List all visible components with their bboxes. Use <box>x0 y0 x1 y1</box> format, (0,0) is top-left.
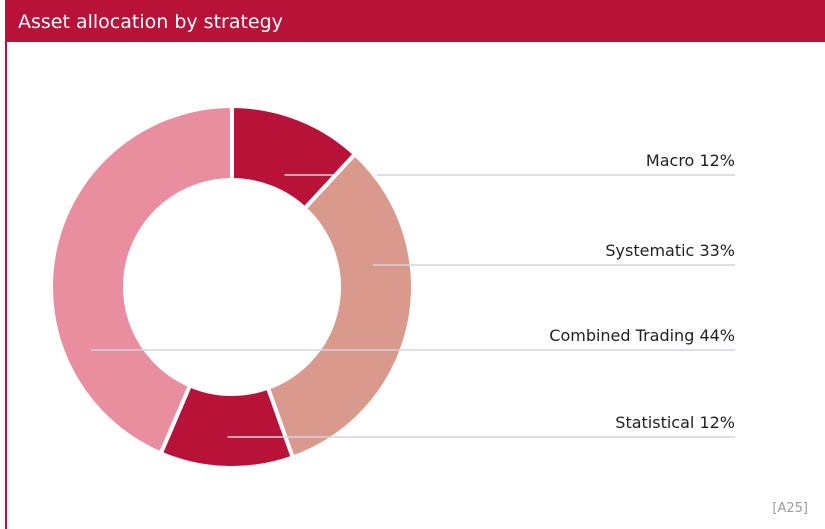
segment-name: Macro <box>646 151 694 170</box>
segment-label: Combined Trading 44% <box>549 326 735 345</box>
donut-segment <box>265 151 415 461</box>
segment-value: 33% <box>699 241 735 260</box>
segment-name: Systematic <box>605 241 694 260</box>
chart-title: Asset allocation by strategy <box>18 11 283 33</box>
segment-label: Systematic 33% <box>605 241 735 260</box>
segment-label: Macro 12% <box>646 151 735 170</box>
segment-value: 12% <box>699 413 735 432</box>
segment-label: Statistical 12% <box>615 413 735 432</box>
donut-segment <box>49 103 234 457</box>
segment-value: 12% <box>699 151 735 170</box>
segment-name: Combined Trading <box>549 326 694 345</box>
segment-name: Statistical <box>615 413 694 432</box>
footnote: [A25] <box>772 501 808 516</box>
header-bar <box>5 0 825 42</box>
segment-value: 44% <box>699 326 735 345</box>
